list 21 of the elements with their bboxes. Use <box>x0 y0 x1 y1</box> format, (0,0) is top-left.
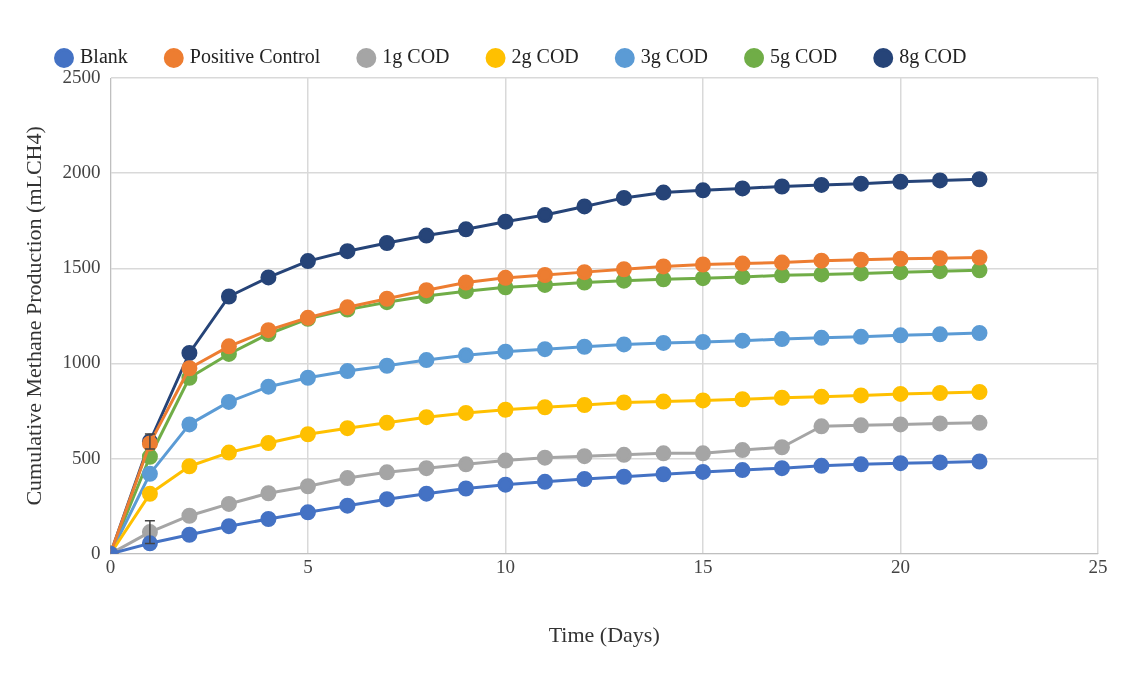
y-tick-label: 1000 <box>62 351 101 373</box>
y-tick-label: 0 <box>90 541 101 563</box>
legend-label: 8g COD <box>899 45 967 69</box>
legend-label: Blank <box>80 45 128 68</box>
legend-label: Positive Control <box>189 45 321 68</box>
x-tick-label: 0 <box>105 556 116 578</box>
legend-label: 2g COD <box>511 45 579 69</box>
y-tick-label: 1500 <box>62 256 101 278</box>
x-tick-label: 20 <box>890 556 910 578</box>
y-axis-title: Cumulative Methane Production (mLCH4) <box>20 126 46 506</box>
x-tick-label: 25 <box>1088 556 1108 578</box>
x-tick-label: 15 <box>693 556 713 578</box>
legend-label: 5g COD <box>770 45 838 69</box>
legend-label: 1g COD <box>382 45 450 69</box>
x-tick-label: 5 <box>303 556 313 578</box>
y-tick-label: 500 <box>71 446 101 468</box>
y-tick-label: 2500 <box>62 65 101 87</box>
x-axis-title: Time (Days) <box>548 621 660 647</box>
legend-label: 3g COD <box>640 45 709 69</box>
y-tick-label: 2000 <box>62 161 101 183</box>
x-tick-label: 10 <box>495 556 515 578</box>
